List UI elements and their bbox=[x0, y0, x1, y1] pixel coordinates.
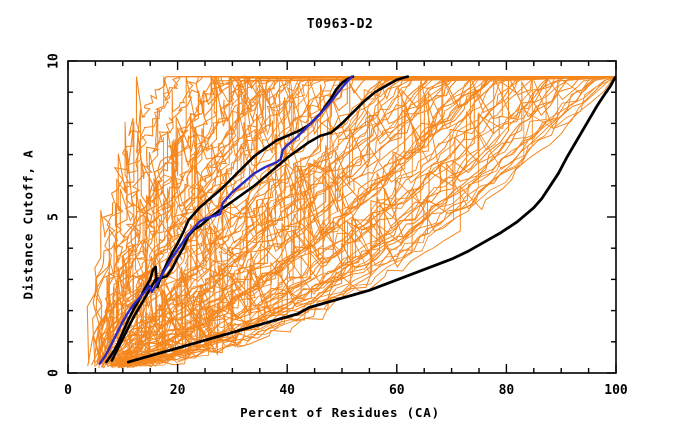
ensemble-curve bbox=[107, 76, 616, 367]
ensemble-curve bbox=[121, 76, 616, 367]
ensemble-curve bbox=[126, 76, 616, 362]
y-tick-label: 5 bbox=[47, 213, 62, 221]
ensemble-curve bbox=[124, 76, 616, 368]
ensemble-curve bbox=[114, 76, 616, 367]
ensemble-curve bbox=[123, 76, 616, 368]
highlight-curves bbox=[98, 75, 616, 365]
ensemble-curve bbox=[99, 76, 616, 362]
ensemble-curve bbox=[102, 76, 616, 366]
x-tick-label: 60 bbox=[389, 383, 405, 398]
ensemble-curve bbox=[109, 76, 616, 365]
ensemble-curve bbox=[105, 76, 616, 365]
blue-curve bbox=[98, 75, 354, 365]
ensemble-curve bbox=[98, 76, 616, 362]
x-tick-label: 80 bbox=[499, 383, 515, 398]
ensemble-curve bbox=[99, 76, 616, 360]
y-tick-label: 10 bbox=[47, 53, 62, 69]
ensemble-curve bbox=[117, 75, 616, 365]
ensemble-curve bbox=[92, 76, 616, 368]
y-axis-label: Distance Cutoff, A bbox=[20, 149, 36, 300]
y-tick-label: 0 bbox=[47, 369, 62, 377]
ensemble-curve bbox=[97, 76, 616, 365]
black-curve-lower bbox=[126, 75, 616, 364]
ensemble-curve bbox=[113, 76, 616, 369]
black-curve-middle bbox=[110, 75, 410, 362]
ensemble-curve bbox=[126, 76, 616, 367]
ensemble-curve bbox=[98, 76, 616, 368]
ensemble-curve bbox=[96, 76, 616, 362]
ensemble-curve bbox=[130, 76, 616, 368]
x-tick-labels: 0 20 40 60 80 100 bbox=[64, 383, 628, 398]
y-tick-labels: 0 5 10 bbox=[47, 53, 62, 377]
ensemble-curve bbox=[111, 76, 616, 366]
ensemble-curve bbox=[86, 76, 616, 364]
page-title: T0963-D2 bbox=[306, 17, 374, 32]
ensemble-curve bbox=[119, 76, 616, 367]
ensemble-curve bbox=[97, 76, 616, 361]
ensemble-curves bbox=[86, 74, 616, 369]
x-tick-label: 100 bbox=[604, 383, 628, 398]
ensemble-curve bbox=[126, 76, 616, 369]
ensemble-curve bbox=[110, 76, 616, 366]
x-axis-label: Percent of Residues (CA) bbox=[240, 405, 440, 420]
x-tick-label: 20 bbox=[170, 383, 186, 398]
x-tick-label: 0 bbox=[64, 383, 72, 398]
ensemble-curve bbox=[123, 75, 616, 367]
x-tick-label: 40 bbox=[279, 383, 295, 398]
ensemble-curve bbox=[121, 76, 616, 366]
ensemble-curve bbox=[117, 76, 616, 362]
axis-ticks bbox=[67, 60, 617, 374]
